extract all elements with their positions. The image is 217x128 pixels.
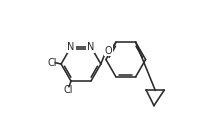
Text: N: N bbox=[87, 42, 95, 52]
Text: Cl: Cl bbox=[64, 85, 73, 95]
Text: Cl: Cl bbox=[48, 58, 57, 68]
Text: O: O bbox=[105, 46, 112, 56]
Text: N: N bbox=[67, 42, 75, 52]
